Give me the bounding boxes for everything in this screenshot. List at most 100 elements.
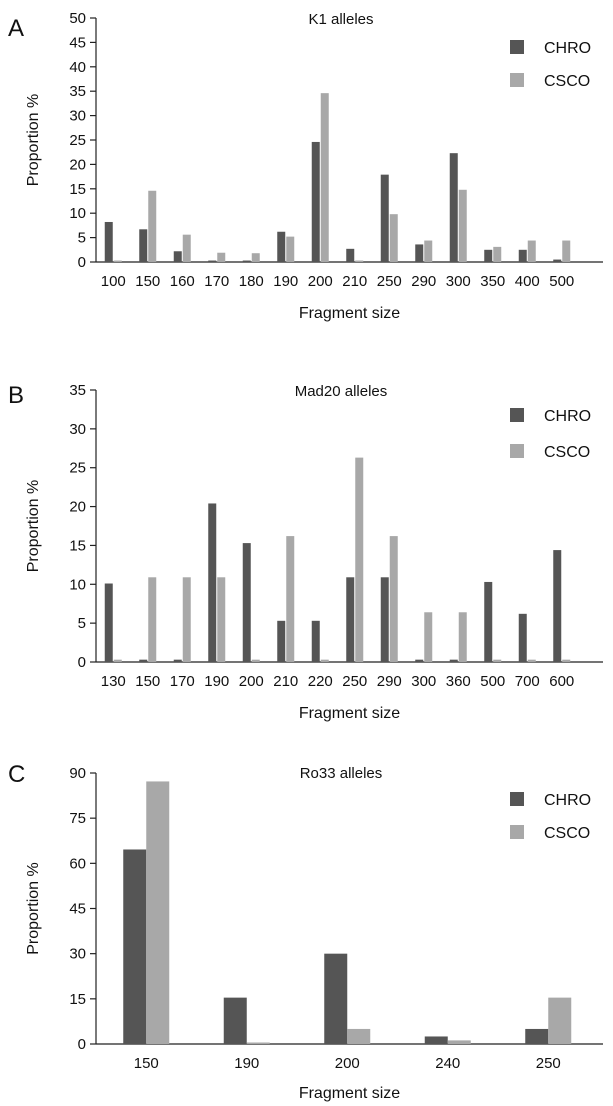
legend-label-chro: CHRO xyxy=(544,792,591,809)
x-tick-label: 350 xyxy=(480,273,505,290)
x-tick-label: 290 xyxy=(411,273,436,290)
x-tick-label: 170 xyxy=(204,273,229,290)
bar-csco-250 xyxy=(389,214,398,262)
bar-chro-180 xyxy=(242,260,251,262)
y-tick-label: 45 xyxy=(69,901,86,918)
y-axis-title: Proportion % xyxy=(25,862,42,955)
bar-csco-190 xyxy=(217,577,226,662)
bar-chro-290 xyxy=(380,577,389,662)
legend-swatch-csco xyxy=(510,444,524,458)
x-tick-label: 700 xyxy=(515,673,540,690)
bar-csco-130 xyxy=(113,659,122,662)
chart-title: K1 alleles xyxy=(308,11,373,28)
bar-chro-240 xyxy=(424,1036,448,1044)
bar-chro-300 xyxy=(415,659,424,662)
bar-csco-300 xyxy=(458,189,467,262)
x-tick-label: 130 xyxy=(101,673,126,690)
y-tick-label: 30 xyxy=(69,946,86,963)
y-tick-label: 50 xyxy=(69,10,86,27)
legend-swatch-csco xyxy=(510,73,524,87)
x-tick-label: 190 xyxy=(204,673,229,690)
panel-letter: B xyxy=(8,382,24,409)
y-tick-label: 15 xyxy=(69,537,86,554)
bar-chro-360 xyxy=(449,659,458,662)
bar-chro-250 xyxy=(525,1028,549,1044)
x-tick-label: 210 xyxy=(273,673,298,690)
panel-letter: A xyxy=(8,15,24,42)
y-tick-label: 25 xyxy=(69,132,86,149)
x-tick-label: 160 xyxy=(170,273,195,290)
legend-label-chro: CHRO xyxy=(544,408,591,425)
bar-chro-200 xyxy=(324,953,348,1044)
bar-csco-250 xyxy=(548,997,572,1044)
y-tick-label: 0 xyxy=(78,1036,86,1053)
x-tick-label: 300 xyxy=(411,673,436,690)
x-axis-title: Fragment size xyxy=(299,305,400,322)
legend-label-csco: CSCO xyxy=(544,73,590,90)
bar-csco-150 xyxy=(146,781,170,1044)
x-tick-label: 190 xyxy=(273,273,298,290)
y-tick-label: 45 xyxy=(69,34,86,51)
bar-chro-220 xyxy=(311,620,320,662)
y-tick-label: 35 xyxy=(69,382,86,399)
bar-chro-130 xyxy=(104,583,113,662)
legend-swatch-chro xyxy=(510,40,524,54)
bar-csco-180 xyxy=(251,253,260,262)
bar-chro-200 xyxy=(242,543,251,662)
x-tick-label: 500 xyxy=(480,673,505,690)
x-tick-label: 220 xyxy=(308,673,333,690)
x-tick-label: 150 xyxy=(135,273,160,290)
y-tick-label: 5 xyxy=(78,230,86,247)
x-axis-title: Fragment size xyxy=(299,705,400,722)
bar-chro-210 xyxy=(277,620,286,662)
x-axis-title: Fragment size xyxy=(299,1085,400,1102)
bar-csco-240 xyxy=(447,1040,471,1044)
y-tick-label: 15 xyxy=(69,991,86,1008)
legend-swatch-chro xyxy=(510,408,524,422)
y-tick-label: 0 xyxy=(78,254,86,271)
x-tick-label: 300 xyxy=(446,273,471,290)
bar-csco-200 xyxy=(320,93,329,262)
bar-csco-210 xyxy=(286,536,295,662)
chart-title: Mad20 alleles xyxy=(295,383,388,400)
x-tick-label: 150 xyxy=(134,1055,159,1072)
legend-label-csco: CSCO xyxy=(544,444,590,461)
bar-chro-500 xyxy=(553,259,562,262)
y-tick-label: 60 xyxy=(69,855,86,872)
x-tick-label: 180 xyxy=(239,273,264,290)
x-tick-label: 600 xyxy=(549,673,574,690)
bar-csco-210 xyxy=(355,260,364,262)
bar-chro-250 xyxy=(380,174,389,262)
panel-letter: C xyxy=(8,761,25,788)
y-tick-label: 75 xyxy=(69,810,86,827)
bar-csco-400 xyxy=(527,240,536,262)
x-tick-label: 250 xyxy=(342,673,367,690)
bar-chro-250 xyxy=(346,577,355,662)
bar-csco-200 xyxy=(251,659,260,662)
y-axis-title: Proportion % xyxy=(25,480,42,573)
bar-chro-700 xyxy=(518,613,527,662)
bar-chro-190 xyxy=(208,503,217,662)
bar-csco-290 xyxy=(389,536,398,662)
bar-csco-600 xyxy=(562,659,571,662)
x-tick-label: 150 xyxy=(135,673,160,690)
x-tick-label: 250 xyxy=(536,1055,561,1072)
x-tick-label: 250 xyxy=(377,273,402,290)
bar-chro-150 xyxy=(139,659,148,662)
y-axis-title: Proportion % xyxy=(25,94,42,187)
bar-csco-150 xyxy=(148,190,157,262)
bar-csco-190 xyxy=(286,236,295,262)
y-tick-label: 15 xyxy=(69,181,86,198)
bar-csco-500 xyxy=(562,240,571,262)
bar-chro-190 xyxy=(277,231,286,262)
x-tick-label: 170 xyxy=(170,673,195,690)
bar-chro-170 xyxy=(208,260,217,262)
y-tick-label: 10 xyxy=(69,576,86,593)
x-tick-label: 200 xyxy=(308,273,333,290)
bar-chro-290 xyxy=(415,244,424,262)
bar-csco-170 xyxy=(182,577,191,662)
bar-csco-200 xyxy=(347,1028,371,1044)
bar-csco-350 xyxy=(493,246,502,262)
x-tick-label: 210 xyxy=(342,273,367,290)
